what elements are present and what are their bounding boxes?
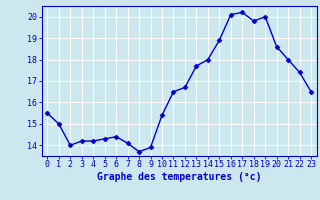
X-axis label: Graphe des temperatures (°c): Graphe des temperatures (°c) [97,172,261,182]
